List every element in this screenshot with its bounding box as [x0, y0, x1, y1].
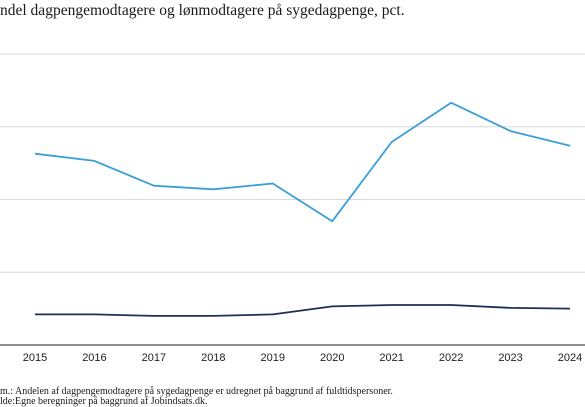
x-tick-label: 2020	[320, 352, 344, 364]
x-tick-label: 2019	[261, 352, 285, 364]
x-axis-tick-labels: 2015 2016 2017 2018 2019 2020 2021 2022 2023 2024	[23, 352, 582, 364]
chart-source: lde:Egne beregninger på baggrund af Jobi…	[0, 396, 208, 407]
chart-note: m.: Andelen af dagpengemodtagere på syge…	[0, 386, 393, 397]
x-tick-label: 2018	[201, 352, 225, 364]
x-tick-label: 2024	[558, 352, 582, 364]
series-line-1	[34, 101, 571, 223]
gridlines	[0, 53, 585, 273]
series-lines	[34, 101, 571, 317]
series-line-2	[35, 304, 571, 317]
x-tick-label: 2015	[23, 352, 47, 364]
x-tick-label: 2023	[498, 352, 522, 364]
x-tick-label: 2021	[379, 352, 403, 364]
x-tick-label: 2016	[82, 352, 106, 364]
x-tick-label: 2017	[142, 352, 166, 364]
chart-title: ndel dagpengemodtagere og lønmodtagere p…	[0, 2, 405, 19]
x-tick-label: 2022	[439, 352, 463, 364]
